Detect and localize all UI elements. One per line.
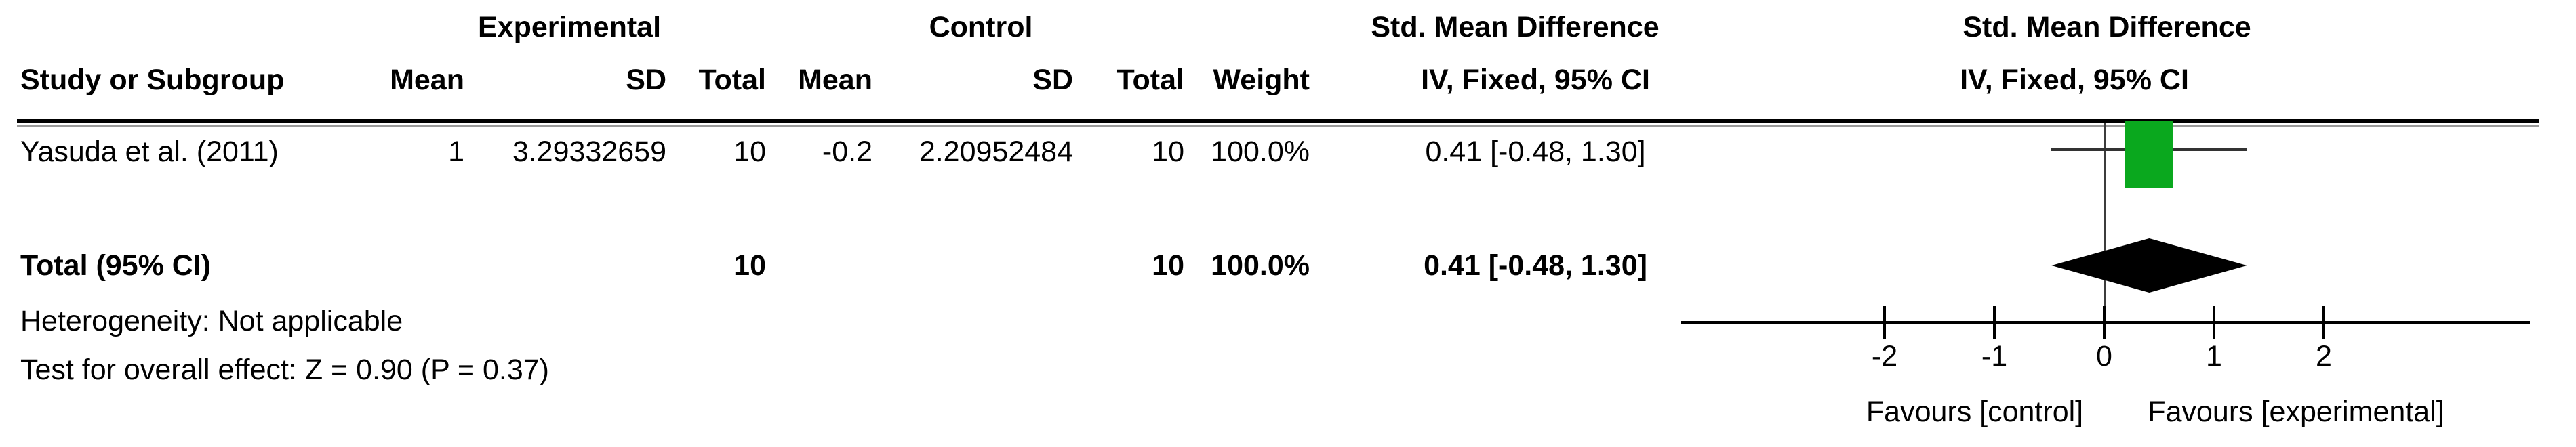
total-weight: 100.0%: [1211, 249, 1310, 282]
header-rule-shadow: [17, 125, 2539, 127]
overall-effect-note: Test for overall effect: Z = 0.90 (P = 0…: [20, 354, 549, 386]
x-axis: [1681, 321, 2530, 324]
heterogeneity-note: Heterogeneity: Not applicable: [20, 305, 403, 337]
group-header-smd-stat: Std. Mean Difference: [1371, 11, 1659, 43]
study-weight: 100.0%: [1211, 135, 1310, 168]
group-header-control: Control: [929, 11, 1033, 43]
col-header-total-exp: Total: [698, 64, 766, 96]
group-header-experimental: Experimental: [477, 11, 662, 43]
col-header-ci-stat: IV, Fixed, 95% CI: [1421, 64, 1650, 96]
total-n-exp: 10: [733, 249, 766, 282]
col-header-study: Study or Subgroup: [20, 64, 285, 96]
axis-tick-label: 0: [2096, 340, 2112, 372]
axis-tick: [2322, 306, 2325, 339]
axis-tick-label: -1: [1981, 340, 2008, 372]
axis-tick-label: -2: [1871, 340, 1898, 372]
header-rule: [17, 119, 2539, 123]
study-mean-exp: 1: [448, 135, 464, 168]
total-ci-text: 0.41 [-0.48, 1.30]: [1424, 249, 1647, 282]
axis-tick: [1883, 306, 1886, 339]
zero-line: [2103, 123, 2106, 324]
col-header-mean-exp: Mean: [390, 64, 464, 96]
col-header-weight: Weight: [1213, 64, 1310, 96]
study-ci-text: 0.41 [-0.48, 1.30]: [1425, 135, 1646, 168]
col-header-sd-ctrl: SD: [1032, 64, 1073, 96]
summary-diamond: [2051, 238, 2247, 293]
axis-tick: [2213, 306, 2215, 339]
favours-experimental-label: Favours [experimental]: [2148, 396, 2444, 428]
study-total-exp: 10: [733, 135, 766, 168]
study-total-ctrl: 10: [1152, 135, 1184, 168]
axis-tick-label: 2: [2316, 340, 2332, 372]
axis-tick: [1993, 306, 1996, 339]
col-header-ci-plot: IV, Fixed, 95% CI: [1960, 64, 2189, 96]
total-label: Total (95% CI): [20, 249, 212, 282]
study-sd-ctrl: 2.20952484: [919, 135, 1073, 168]
col-header-mean-ctrl: Mean: [798, 64, 872, 96]
study-mean-ctrl: -0.2: [822, 135, 872, 168]
favours-control-label: Favours [control]: [1866, 396, 2084, 428]
col-header-total-ctrl: Total: [1116, 64, 1184, 96]
col-header-sd-exp: SD: [626, 64, 666, 96]
study-sd-exp: 3.29332659: [512, 135, 666, 168]
total-n-ctrl: 10: [1152, 249, 1184, 282]
axis-tick: [2103, 306, 2106, 339]
study-square-marker: [2125, 121, 2174, 188]
group-header-smd-plot: Std. Mean Difference: [1963, 11, 2251, 43]
study-name: Yasuda et al. (2011): [20, 135, 279, 168]
axis-tick-label: 1: [2206, 340, 2222, 372]
